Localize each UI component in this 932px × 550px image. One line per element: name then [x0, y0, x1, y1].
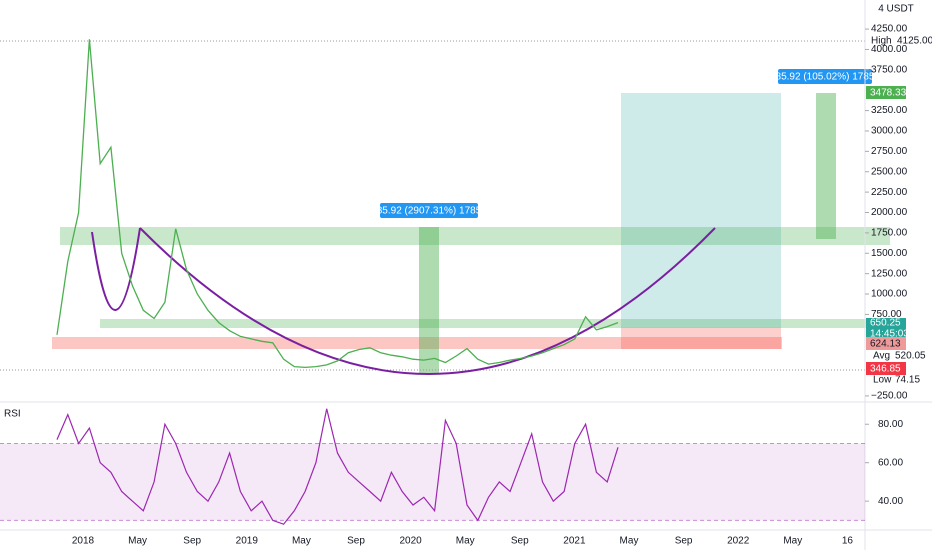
y-tick-label: 1750.00: [871, 228, 908, 239]
low-label: Low: [873, 375, 892, 386]
y-tick-label: 4250.00: [871, 24, 908, 35]
avg-label: Avg: [873, 351, 890, 362]
time-label: 2018: [72, 536, 95, 547]
rsi-tick-label: 60.00: [878, 457, 903, 468]
y-tick-label: 2500.00: [871, 166, 908, 177]
stop-box: [621, 327, 781, 349]
time-label: 16: [842, 536, 854, 547]
time-label: May: [456, 536, 475, 547]
time-label: May: [292, 536, 311, 547]
rsi-tick-label: 80.00: [878, 419, 903, 430]
target-value: 3478.33: [870, 88, 907, 99]
y-tick-label: 2250.00: [871, 187, 908, 198]
y-tick-label: 4000.00: [871, 44, 908, 55]
measure-label: 1785.92 (2907.31%) 178592: [366, 206, 493, 217]
y-tick-label: 2000.00: [871, 207, 908, 218]
target-badge: [866, 86, 906, 99]
low-level-value: 346.85: [870, 364, 901, 375]
low-value: 74.15: [895, 375, 920, 386]
time-label: 2022: [727, 536, 750, 547]
y-tick-label: 3750.00: [871, 64, 908, 75]
time-label: 2021: [563, 536, 586, 547]
resistance-zone: [60, 227, 890, 245]
red-zone: [52, 337, 782, 349]
time-label: Sep: [347, 536, 365, 547]
measure-label: 1785.92 (105.02%) 178592: [764, 72, 886, 83]
y-tick-label: 3250.00: [871, 105, 908, 116]
y-tick-label: 2750.00: [871, 146, 908, 157]
rsi-tick-label: 40.00: [878, 496, 903, 507]
time-label: 2020: [399, 536, 422, 547]
countdown: 14:45:03: [870, 329, 909, 340]
time-label: Sep: [675, 536, 693, 547]
measure-bar: [419, 227, 439, 373]
last-value: 650.25: [870, 318, 901, 329]
handle-curve: [91, 227, 141, 311]
time-label: May: [783, 536, 802, 547]
y-tick-label: 750.00: [871, 309, 902, 320]
measure-bar: [816, 93, 836, 239]
time-label: May: [620, 536, 639, 547]
high-value: 4125.00: [897, 36, 932, 47]
y-tick-label: 3000.00: [871, 126, 908, 137]
y-tick-label: 1250.00: [871, 268, 908, 279]
support-zone: [100, 319, 890, 328]
rsi-title: RSI: [4, 409, 21, 420]
time-label: Sep: [183, 536, 201, 547]
measure-label-bg: [380, 203, 478, 218]
last-badge: [866, 318, 906, 340]
low-level-badge: [866, 362, 906, 375]
avg-value: 520.05: [895, 351, 926, 362]
cup-curve: [139, 227, 716, 375]
y-tick-label: −250.00: [871, 391, 908, 402]
time-label: Sep: [511, 536, 529, 547]
currency-label: 4 USDT: [878, 4, 914, 15]
time-label: 2019: [236, 536, 259, 547]
y-tick-label: 1000.00: [871, 289, 908, 300]
time-label: May: [128, 536, 147, 547]
high-label: High: [871, 36, 892, 47]
level-value: 624.13: [870, 339, 901, 350]
y-tick-label: 1500.00: [871, 248, 908, 259]
rsi-line: [56, 408, 619, 525]
measure-label-bg: [778, 69, 872, 84]
level-badge: [866, 337, 906, 350]
price-line: [56, 39, 619, 369]
